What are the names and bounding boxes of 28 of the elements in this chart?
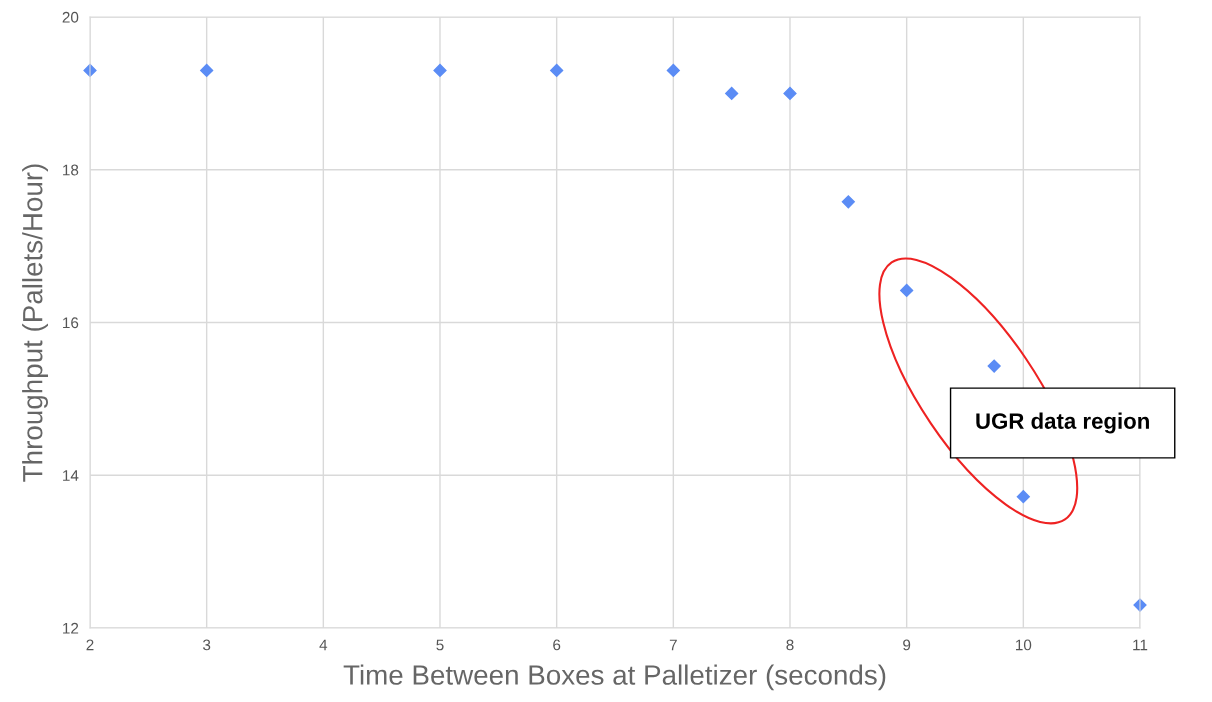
point xyxy=(783,86,797,100)
point xyxy=(725,86,739,100)
x-tick-label: 8 xyxy=(786,639,794,651)
x-axis-title: Time Between Boxes at Palletizer (seconds) xyxy=(343,664,886,691)
x-tick-label: 4 xyxy=(319,639,328,651)
x-tick-label: 10 xyxy=(1016,639,1032,651)
x-tick-label: 11 xyxy=(1133,639,1148,651)
x-tick-label: 3 xyxy=(203,639,211,651)
point xyxy=(433,63,447,78)
point xyxy=(666,63,680,78)
x-tick-label: 7 xyxy=(669,639,677,651)
point xyxy=(987,359,1001,373)
point xyxy=(900,283,914,298)
y-tick-label: 18 xyxy=(63,164,79,176)
point xyxy=(200,63,214,78)
y-tick-label: 12 xyxy=(63,622,79,634)
y-axis-title: Throughput (Pallets/Hour) xyxy=(22,164,49,482)
x-tick-label: 5 xyxy=(436,639,444,651)
annotation: UGR data region xyxy=(976,412,1149,434)
x-tick-label: 6 xyxy=(553,639,561,651)
y-tick-label: 14 xyxy=(63,470,79,481)
point xyxy=(841,195,855,209)
point xyxy=(550,63,564,78)
x-tick-label: 2 xyxy=(86,639,94,651)
x-tick-label: 9 xyxy=(903,639,911,651)
y-tick-label: 20 xyxy=(62,11,79,23)
point xyxy=(1016,490,1030,504)
y-tick-label: 16 xyxy=(63,317,79,329)
